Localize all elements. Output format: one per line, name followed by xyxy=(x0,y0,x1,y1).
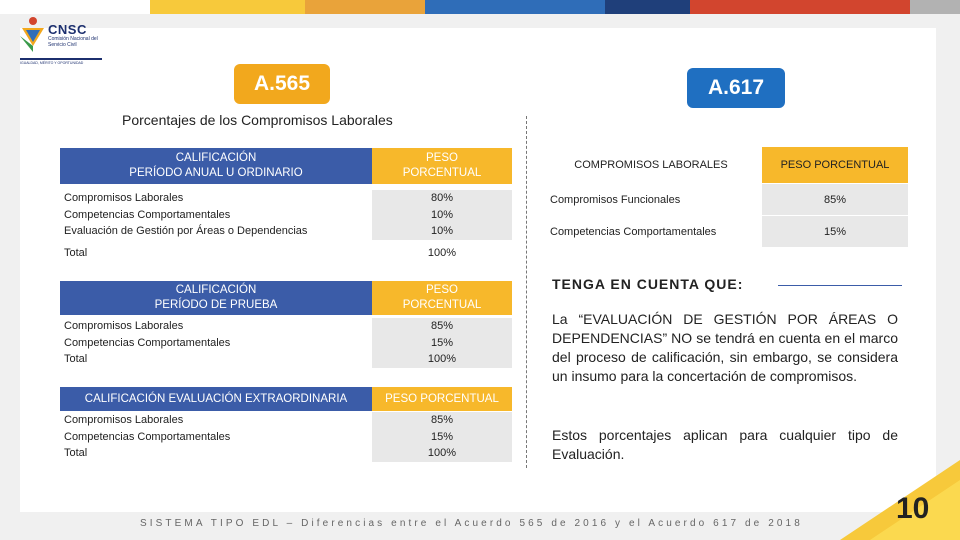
footer-text: SISTEMA TIPO EDL – Diferencias entre el … xyxy=(140,518,803,529)
table1-row-labels: Compromisos Laborales Competencias Compo… xyxy=(64,192,308,237)
top-color-bar xyxy=(0,0,960,14)
table3-header-right: PESO PORCENTUAL xyxy=(372,387,512,411)
note-paragraph-2: Estos porcentajes aplican para cualquier… xyxy=(552,427,898,462)
table2-header-right: PESO PORCENTUAL xyxy=(372,281,512,315)
table2-header-left: CALIFICACIÓN PERÍODO DE PRUEBA xyxy=(60,281,372,315)
cnsc-logo xyxy=(16,14,102,66)
table1-row-values: 80% 10% 10% xyxy=(372,190,512,240)
table2-row-values: 85% 15% 100% xyxy=(372,318,512,368)
table1-total-label: Total xyxy=(64,247,88,259)
badge-a565: A.565 xyxy=(234,64,330,104)
note-title-rule xyxy=(778,285,902,286)
badge-a617: A.617 xyxy=(687,68,785,108)
table1-header-left: CALIFICACIÓN PERÍODO ANUAL U ORDINARIO xyxy=(60,148,372,184)
cnsc-logo-icon xyxy=(20,17,44,52)
note-title: TENGA EN CUENTA QUE: xyxy=(552,276,744,292)
page-number: 10 xyxy=(896,492,930,525)
table617-row-value: 85% xyxy=(762,184,908,215)
logo-rule xyxy=(20,58,102,60)
corner-decoration xyxy=(840,460,960,540)
table1-header-right: PESO PORCENTUAL xyxy=(372,148,512,184)
table3-row-values: 85% 15% 100% xyxy=(372,412,512,462)
vertical-divider xyxy=(526,116,527,468)
table2-row-labels: Compromisos Laborales Competencias Compo… xyxy=(64,320,231,365)
table617-row-label: Competencias Comportamentales xyxy=(550,225,717,238)
table1-total-value: 100% xyxy=(427,247,457,259)
logo-title: CNSC xyxy=(48,22,87,37)
section-subtitle: Porcentajes de los Compromisos Laborales xyxy=(122,112,393,128)
table617-row-label: Compromisos Funcionales xyxy=(550,193,681,206)
table3-header-left: CALIFICACIÓN EVALUACIÓN EXTRAORDINARIA xyxy=(60,387,372,411)
table3-row-labels: Compromisos Laborales Competencias Compo… xyxy=(64,414,231,459)
note-paragraph-1: La “EVALUACIÓN DE GESTIÓN POR ÁREAS O DE… xyxy=(552,311,898,384)
logo-subtitle: Comisión Nacional del Servicio Civil xyxy=(48,36,98,48)
table617-header-left: COMPROMISOS LABORALES xyxy=(574,159,728,171)
table617-header-right: PESO PORCENTUAL xyxy=(762,147,908,183)
table617-row-value: 15% xyxy=(762,216,908,247)
logo-tagline: IGUALDAD, MÉRITO Y OPORTUNIDAD xyxy=(20,61,84,65)
